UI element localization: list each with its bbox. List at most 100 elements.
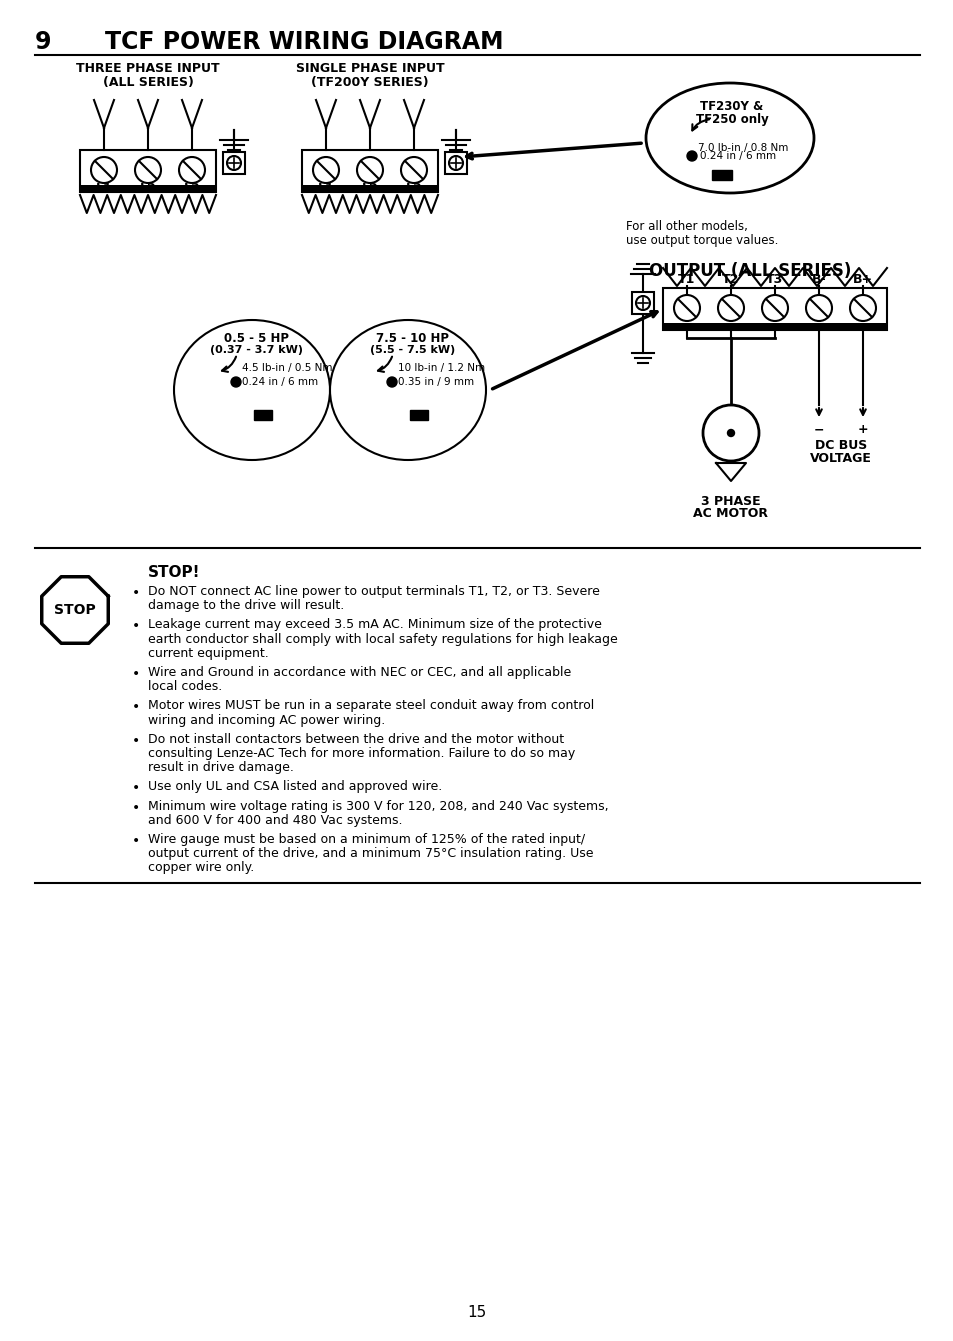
Bar xyxy=(711,170,731,180)
Text: 0.24 in / 6 mm: 0.24 in / 6 mm xyxy=(700,152,776,161)
Text: •: • xyxy=(132,734,140,748)
Text: 4.5 lb-in / 0.5 Nm: 4.5 lb-in / 0.5 Nm xyxy=(242,363,333,373)
Text: AC MOTOR: AC MOTOR xyxy=(693,507,768,520)
Bar xyxy=(302,185,437,192)
Text: L3: L3 xyxy=(405,182,422,194)
Text: •: • xyxy=(132,782,140,795)
Text: wiring and incoming AC power wiring.: wiring and incoming AC power wiring. xyxy=(148,713,385,727)
Circle shape xyxy=(805,295,831,320)
Text: 7.5 - 10 HP: 7.5 - 10 HP xyxy=(376,333,449,345)
Text: SINGLE PHASE INPUT: SINGLE PHASE INPUT xyxy=(295,62,444,75)
Text: Minimum wire voltage rating is 300 V for 120, 208, and 240 Vac systems,: Minimum wire voltage rating is 300 V for… xyxy=(148,799,608,813)
Bar xyxy=(220,410,253,420)
Bar xyxy=(444,152,467,174)
Text: (ALL SERIES): (ALL SERIES) xyxy=(103,76,193,89)
Text: Wire gauge must be based on a minimum of 125% of the rated input/: Wire gauge must be based on a minimum of… xyxy=(148,833,584,846)
Text: •: • xyxy=(132,620,140,633)
Text: •: • xyxy=(132,834,140,848)
Ellipse shape xyxy=(330,320,485,460)
Text: (0.37 - 3.7 kW): (0.37 - 3.7 kW) xyxy=(211,345,303,355)
Circle shape xyxy=(356,157,382,182)
Circle shape xyxy=(91,157,117,182)
Circle shape xyxy=(636,296,649,310)
Text: L3: L3 xyxy=(184,182,200,194)
Text: 0.5 - 5 HP: 0.5 - 5 HP xyxy=(224,333,289,345)
Text: STOP!: STOP! xyxy=(148,565,200,581)
Bar xyxy=(302,150,437,192)
Circle shape xyxy=(135,157,161,182)
Text: Do NOT connect AC line power to output terminals T1, T2, or T3. Severe: Do NOT connect AC line power to output t… xyxy=(148,585,599,598)
Circle shape xyxy=(673,295,700,320)
Text: T1: T1 xyxy=(678,274,695,286)
Text: TF250 only: TF250 only xyxy=(695,113,767,126)
Text: 0.35 in / 9 mm: 0.35 in / 9 mm xyxy=(397,377,474,388)
Bar xyxy=(662,288,886,330)
Text: and 600 V for 400 and 480 Vac systems.: and 600 V for 400 and 480 Vac systems. xyxy=(148,814,402,827)
Text: 0.24 in / 6 mm: 0.24 in / 6 mm xyxy=(242,377,317,388)
Text: 9: 9 xyxy=(35,30,51,54)
Circle shape xyxy=(686,152,697,161)
Text: Leakage current may exceed 3.5 mA AC. Minimum size of the protective: Leakage current may exceed 3.5 mA AC. Mi… xyxy=(148,618,601,632)
Text: VOLTAGE: VOLTAGE xyxy=(809,452,871,465)
Circle shape xyxy=(313,157,338,182)
Text: L1: L1 xyxy=(95,182,112,194)
Circle shape xyxy=(449,156,462,170)
Bar xyxy=(631,292,654,314)
Text: −: − xyxy=(813,422,823,436)
Circle shape xyxy=(761,295,787,320)
Text: •: • xyxy=(132,586,140,599)
Text: TF230Y &: TF230Y & xyxy=(700,101,762,113)
Circle shape xyxy=(718,295,743,320)
Text: Wire and Ground in accordance with NEC or CEC, and all applicable: Wire and Ground in accordance with NEC o… xyxy=(148,666,571,679)
Bar xyxy=(662,323,886,330)
Text: •: • xyxy=(132,666,140,681)
Text: L1: L1 xyxy=(317,182,334,194)
Text: earth conductor shall comply with local safety regulations for high leakage: earth conductor shall comply with local … xyxy=(148,633,618,645)
Bar xyxy=(410,410,428,420)
Text: 10 lb-in / 1.2 Nm: 10 lb-in / 1.2 Nm xyxy=(397,363,485,373)
Text: DC BUS: DC BUS xyxy=(814,439,866,452)
Text: L2: L2 xyxy=(361,182,378,194)
Text: damage to the drive will result.: damage to the drive will result. xyxy=(148,599,344,613)
Text: TCF POWER WIRING DIAGRAM: TCF POWER WIRING DIAGRAM xyxy=(105,30,503,54)
Text: +: + xyxy=(857,422,867,436)
Text: Use only UL and CSA listed and approved wire.: Use only UL and CSA listed and approved … xyxy=(148,780,442,794)
Text: (TF200Y SERIES): (TF200Y SERIES) xyxy=(311,76,428,89)
Text: B+: B+ xyxy=(852,274,872,286)
Text: B-: B- xyxy=(811,274,825,286)
Bar xyxy=(253,410,272,420)
Circle shape xyxy=(849,295,875,320)
Bar xyxy=(687,170,731,180)
Text: STOP: STOP xyxy=(54,603,95,617)
Bar xyxy=(375,410,410,420)
Text: result in drive damage.: result in drive damage. xyxy=(148,762,294,774)
Bar xyxy=(80,185,215,192)
Text: copper wire only.: copper wire only. xyxy=(148,861,254,874)
Text: •: • xyxy=(132,801,140,814)
Text: consulting Lenze-AC Tech for more information. Failure to do so may: consulting Lenze-AC Tech for more inform… xyxy=(148,747,575,760)
Text: T2: T2 xyxy=(721,274,739,286)
Ellipse shape xyxy=(173,320,330,460)
Bar xyxy=(223,152,245,174)
Text: output current of the drive, and a minimum 75°C insulation rating. Use: output current of the drive, and a minim… xyxy=(148,848,593,860)
Text: OUTPUT (ALL SERIES): OUTPUT (ALL SERIES) xyxy=(648,261,850,280)
Text: use output torque values.: use output torque values. xyxy=(625,233,778,247)
Polygon shape xyxy=(42,577,108,644)
Circle shape xyxy=(227,156,241,170)
Circle shape xyxy=(231,377,241,388)
Text: T3: T3 xyxy=(765,274,782,286)
Text: 3 PHASE: 3 PHASE xyxy=(700,495,760,508)
Circle shape xyxy=(400,157,427,182)
Circle shape xyxy=(702,405,759,461)
Text: THREE PHASE INPUT: THREE PHASE INPUT xyxy=(76,62,219,75)
Text: current equipment.: current equipment. xyxy=(148,646,269,660)
Circle shape xyxy=(727,429,734,437)
Text: 15: 15 xyxy=(467,1305,486,1320)
Circle shape xyxy=(179,157,205,182)
Bar xyxy=(80,150,215,192)
Text: For all other models,: For all other models, xyxy=(625,220,747,233)
Text: •: • xyxy=(132,700,140,715)
Circle shape xyxy=(387,377,396,388)
Text: local codes.: local codes. xyxy=(148,680,222,693)
Text: Motor wires MUST be run in a separate steel conduit away from control: Motor wires MUST be run in a separate st… xyxy=(148,700,594,712)
